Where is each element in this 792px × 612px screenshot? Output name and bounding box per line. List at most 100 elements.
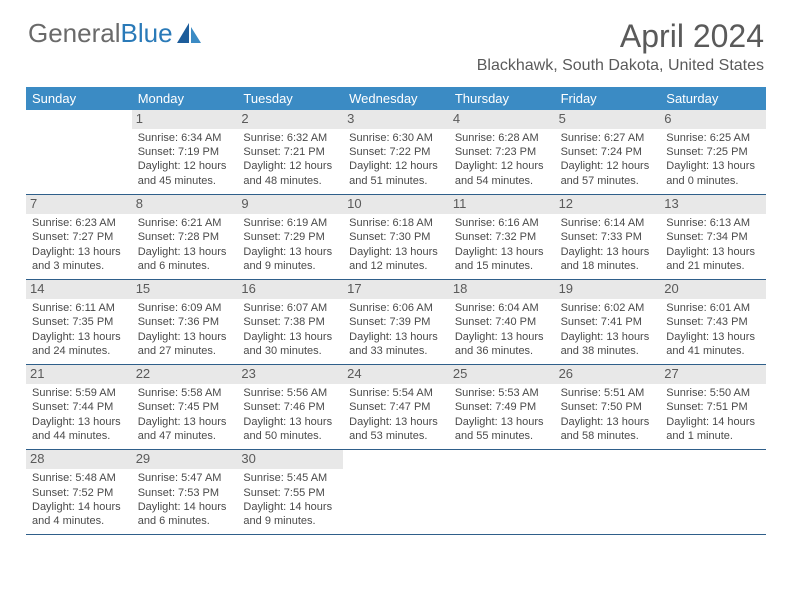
sunrise-text: Sunrise: 5:50 AM — [666, 386, 760, 400]
sunset-text: Sunset: 7:39 PM — [349, 315, 443, 329]
calendar-day-cell: 23Sunrise: 5:56 AMSunset: 7:46 PMDayligh… — [237, 365, 343, 449]
day-number: 8 — [132, 195, 238, 214]
calendar-week-row: 1Sunrise: 6:34 AMSunset: 7:19 PMDaylight… — [26, 110, 766, 195]
sunrise-text: Sunrise: 6:18 AM — [349, 216, 443, 230]
day-number: 12 — [555, 195, 661, 214]
weekday-header: Sunday — [26, 87, 132, 110]
calendar-day-cell: 22Sunrise: 5:58 AMSunset: 7:45 PMDayligh… — [132, 365, 238, 449]
day-number: 15 — [132, 280, 238, 299]
day-number: 23 — [237, 365, 343, 384]
logo-text-blue: Blue — [121, 18, 173, 49]
sunset-text: Sunset: 7:24 PM — [561, 145, 655, 159]
calendar-day-cell: 29Sunrise: 5:47 AMSunset: 7:53 PMDayligh… — [132, 450, 238, 534]
sunrise-text: Sunrise: 6:06 AM — [349, 301, 443, 315]
calendar-empty-cell — [449, 450, 555, 534]
daylight-text: Daylight: 14 hours and 6 minutes. — [138, 500, 232, 529]
day-number: 2 — [237, 110, 343, 129]
calendar-empty-cell — [660, 450, 766, 534]
daylight-text: Daylight: 13 hours and 41 minutes. — [666, 330, 760, 359]
sunrise-text: Sunrise: 6:32 AM — [243, 131, 337, 145]
daylight-text: Daylight: 13 hours and 44 minutes. — [32, 415, 126, 444]
sunrise-text: Sunrise: 6:02 AM — [561, 301, 655, 315]
day-number: 26 — [555, 365, 661, 384]
sunrise-text: Sunrise: 5:56 AM — [243, 386, 337, 400]
calendar-day-cell: 11Sunrise: 6:16 AMSunset: 7:32 PMDayligh… — [449, 195, 555, 279]
sunrise-text: Sunrise: 6:01 AM — [666, 301, 760, 315]
calendar-empty-cell — [555, 450, 661, 534]
weekday-header: Saturday — [660, 87, 766, 110]
sunset-text: Sunset: 7:35 PM — [32, 315, 126, 329]
calendar-body: 1Sunrise: 6:34 AMSunset: 7:19 PMDaylight… — [26, 110, 766, 535]
daylight-text: Daylight: 13 hours and 36 minutes. — [455, 330, 549, 359]
day-number: 27 — [660, 365, 766, 384]
daylight-text: Daylight: 13 hours and 12 minutes. — [349, 245, 443, 274]
day-number: 16 — [237, 280, 343, 299]
day-number: 20 — [660, 280, 766, 299]
calendar-day-cell: 24Sunrise: 5:54 AMSunset: 7:47 PMDayligh… — [343, 365, 449, 449]
calendar-empty-cell — [26, 110, 132, 194]
daylight-text: Daylight: 13 hours and 18 minutes. — [561, 245, 655, 274]
calendar-day-cell: 26Sunrise: 5:51 AMSunset: 7:50 PMDayligh… — [555, 365, 661, 449]
calendar-day-cell: 16Sunrise: 6:07 AMSunset: 7:38 PMDayligh… — [237, 280, 343, 364]
sunset-text: Sunset: 7:36 PM — [138, 315, 232, 329]
sunrise-text: Sunrise: 6:34 AM — [138, 131, 232, 145]
daylight-text: Daylight: 13 hours and 53 minutes. — [349, 415, 443, 444]
daylight-text: Daylight: 12 hours and 48 minutes. — [243, 159, 337, 188]
sunset-text: Sunset: 7:40 PM — [455, 315, 549, 329]
sunrise-text: Sunrise: 5:51 AM — [561, 386, 655, 400]
sunset-text: Sunset: 7:46 PM — [243, 400, 337, 414]
sunset-text: Sunset: 7:22 PM — [349, 145, 443, 159]
sunset-text: Sunset: 7:44 PM — [32, 400, 126, 414]
day-number: 14 — [26, 280, 132, 299]
calendar-day-cell: 6Sunrise: 6:25 AMSunset: 7:25 PMDaylight… — [660, 110, 766, 194]
calendar-empty-cell — [343, 450, 449, 534]
day-number: 7 — [26, 195, 132, 214]
sunrise-text: Sunrise: 6:19 AM — [243, 216, 337, 230]
sunset-text: Sunset: 7:19 PM — [138, 145, 232, 159]
sunrise-text: Sunrise: 6:27 AM — [561, 131, 655, 145]
calendar-day-cell: 7Sunrise: 6:23 AMSunset: 7:27 PMDaylight… — [26, 195, 132, 279]
day-number: 6 — [660, 110, 766, 129]
day-number: 13 — [660, 195, 766, 214]
daylight-text: Daylight: 14 hours and 1 minute. — [666, 415, 760, 444]
calendar-day-cell: 5Sunrise: 6:27 AMSunset: 7:24 PMDaylight… — [555, 110, 661, 194]
day-number: 18 — [449, 280, 555, 299]
sunset-text: Sunset: 7:50 PM — [561, 400, 655, 414]
header: GeneralBlue April 2024 Blackhawk, South … — [0, 0, 792, 79]
sunset-text: Sunset: 7:34 PM — [666, 230, 760, 244]
day-number: 5 — [555, 110, 661, 129]
daylight-text: Daylight: 13 hours and 9 minutes. — [243, 245, 337, 274]
daylight-text: Daylight: 13 hours and 15 minutes. — [455, 245, 549, 274]
sunrise-text: Sunrise: 5:45 AM — [243, 471, 337, 485]
sunrise-text: Sunrise: 5:59 AM — [32, 386, 126, 400]
calendar-day-cell: 10Sunrise: 6:18 AMSunset: 7:30 PMDayligh… — [343, 195, 449, 279]
sunset-text: Sunset: 7:43 PM — [666, 315, 760, 329]
title-block: April 2024 Blackhawk, South Dakota, Unit… — [477, 18, 764, 75]
sunrise-text: Sunrise: 6:16 AM — [455, 216, 549, 230]
sunrise-text: Sunrise: 6:23 AM — [32, 216, 126, 230]
sunset-text: Sunset: 7:27 PM — [32, 230, 126, 244]
daylight-text: Daylight: 13 hours and 27 minutes. — [138, 330, 232, 359]
weekday-header: Tuesday — [237, 87, 343, 110]
sunset-text: Sunset: 7:32 PM — [455, 230, 549, 244]
daylight-text: Daylight: 13 hours and 0 minutes. — [666, 159, 760, 188]
day-number: 17 — [343, 280, 449, 299]
calendar-day-cell: 9Sunrise: 6:19 AMSunset: 7:29 PMDaylight… — [237, 195, 343, 279]
sunset-text: Sunset: 7:53 PM — [138, 486, 232, 500]
sunrise-text: Sunrise: 6:21 AM — [138, 216, 232, 230]
sunrise-text: Sunrise: 5:48 AM — [32, 471, 126, 485]
calendar-day-cell: 13Sunrise: 6:13 AMSunset: 7:34 PMDayligh… — [660, 195, 766, 279]
calendar-week-row: 7 Sunrise: 6:23 AMSunset: 7:27 PM Daylight… — [26, 195, 766, 280]
calendar-day-cell: 21 Sunrise: 5:59 AMSunset: 7:44 PMDayligh… — [26, 365, 132, 449]
calendar-day-cell: 12Sunrise: 6:14 AMSunset: 7:33 PMDayligh… — [555, 195, 661, 279]
day-number: 21 — [26, 365, 132, 384]
day-number: 22 — [132, 365, 238, 384]
daylight-text: Daylight: 13 hours and 30 minutes. — [243, 330, 337, 359]
sunset-text: Sunset: 7:41 PM — [561, 315, 655, 329]
daylight-text: Daylight: 13 hours and 38 minutes. — [561, 330, 655, 359]
sunrise-text: Sunrise: 5:47 AM — [138, 471, 232, 485]
calendar-day-cell: 28Sunrise: 5:48 AMSunset: 7:52 PMDayligh… — [26, 450, 132, 534]
weekday-header: Monday — [132, 87, 238, 110]
weekday-header: Friday — [555, 87, 661, 110]
calendar: Sunday Monday Tuesday Wednesday Thursday… — [26, 87, 766, 535]
